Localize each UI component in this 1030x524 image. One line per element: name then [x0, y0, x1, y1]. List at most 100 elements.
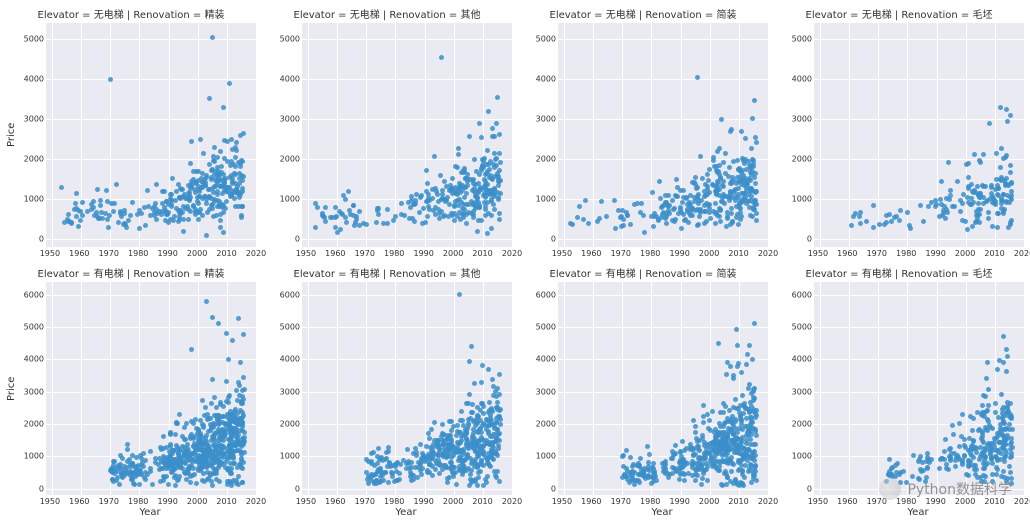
data-point	[110, 477, 115, 482]
data-point	[659, 215, 664, 220]
data-point	[695, 444, 700, 449]
y-tick: 0	[551, 235, 556, 244]
x-tick: 1950	[296, 249, 316, 258]
data-point	[472, 381, 477, 386]
data-point	[174, 421, 179, 426]
data-point	[638, 456, 643, 461]
data-point	[78, 218, 83, 223]
data-point	[199, 176, 204, 181]
x-tick: 1990	[413, 497, 433, 506]
data-point	[236, 316, 241, 321]
data-point	[973, 472, 978, 477]
data-point	[494, 121, 499, 126]
data-point	[125, 447, 130, 452]
data-point	[226, 357, 231, 362]
panel-title: Elevator = 有电梯 | Renovation = 简装	[518, 265, 768, 282]
y-tick: 3000	[24, 387, 44, 396]
data-point	[725, 448, 730, 453]
data-point	[163, 466, 168, 471]
data-point	[108, 77, 113, 82]
data-point	[221, 105, 226, 110]
y-tick: 5000	[24, 35, 44, 44]
data-point	[960, 201, 965, 206]
data-point	[736, 222, 741, 227]
data-point	[926, 204, 931, 209]
data-point	[393, 214, 398, 219]
x-tick: 1980	[384, 497, 404, 506]
data-point	[679, 226, 684, 231]
y-axis-ticks: 0100020003000400050006000	[786, 282, 814, 495]
data-point	[754, 218, 759, 223]
data-point	[219, 164, 224, 169]
data-point	[172, 475, 177, 480]
data-point	[212, 413, 217, 418]
data-point	[958, 209, 963, 214]
data-point	[130, 200, 135, 205]
x-axis-label: Year	[774, 507, 1024, 518]
data-point	[730, 220, 735, 225]
x-axis-ticks: 19501960197019801990200020102020	[6, 247, 256, 259]
data-point	[753, 415, 758, 420]
data-point	[1008, 113, 1013, 118]
y-axis-ticks: 010002000300040005000	[274, 23, 302, 247]
data-point	[239, 452, 244, 457]
x-tick: 2000	[187, 497, 207, 506]
data-point	[124, 470, 129, 475]
data-point	[453, 199, 458, 204]
data-point	[971, 416, 976, 421]
data-point	[454, 433, 459, 438]
data-point	[669, 456, 674, 461]
y-tick: 0	[551, 484, 556, 493]
data-point	[471, 215, 476, 220]
data-point	[188, 436, 193, 441]
data-point	[1005, 119, 1010, 124]
data-point	[620, 454, 625, 459]
data-point	[446, 214, 451, 219]
data-point	[498, 160, 503, 165]
data-point	[628, 455, 633, 460]
x-tick: 1960	[325, 249, 345, 258]
x-tick: 2000	[187, 249, 207, 258]
x-tick: 1960	[325, 497, 345, 506]
data-point	[664, 221, 669, 226]
data-point	[738, 199, 743, 204]
data-point	[241, 174, 246, 179]
data-point	[420, 221, 425, 226]
facet-panel: Elevator = 无电梯 | Renovation = 其他01000200…	[262, 6, 512, 259]
data-point	[976, 201, 981, 206]
data-point	[106, 225, 111, 230]
y-tick: 3000	[536, 387, 556, 396]
data-point	[122, 211, 127, 216]
data-point	[739, 440, 744, 445]
x-axis-ticks: 19501960197019801990200020102020	[774, 247, 1024, 259]
data-point	[237, 383, 242, 388]
data-point	[754, 140, 759, 145]
x-tick: 1980	[640, 249, 660, 258]
data-point	[385, 207, 390, 212]
data-point	[939, 179, 944, 184]
data-point	[354, 214, 359, 219]
data-point	[1008, 470, 1013, 475]
data-point	[749, 391, 754, 396]
data-point	[718, 219, 723, 224]
data-point	[188, 161, 193, 166]
data-point	[729, 127, 734, 132]
data-point	[496, 432, 501, 437]
data-point	[995, 458, 1000, 463]
data-point	[751, 387, 756, 392]
data-point	[233, 407, 238, 412]
data-point	[752, 321, 757, 326]
data-point	[921, 219, 926, 224]
data-point	[240, 436, 245, 441]
data-point	[1010, 427, 1015, 432]
data-point	[471, 201, 476, 206]
data-point	[114, 182, 119, 187]
data-point	[699, 198, 704, 203]
y-tick: 5000	[792, 323, 812, 332]
y-tick: 4000	[536, 75, 556, 84]
data-point	[882, 222, 887, 227]
data-point	[369, 459, 374, 464]
data-point	[982, 466, 987, 471]
y-tick: 4000	[280, 75, 300, 84]
data-point	[933, 204, 938, 209]
